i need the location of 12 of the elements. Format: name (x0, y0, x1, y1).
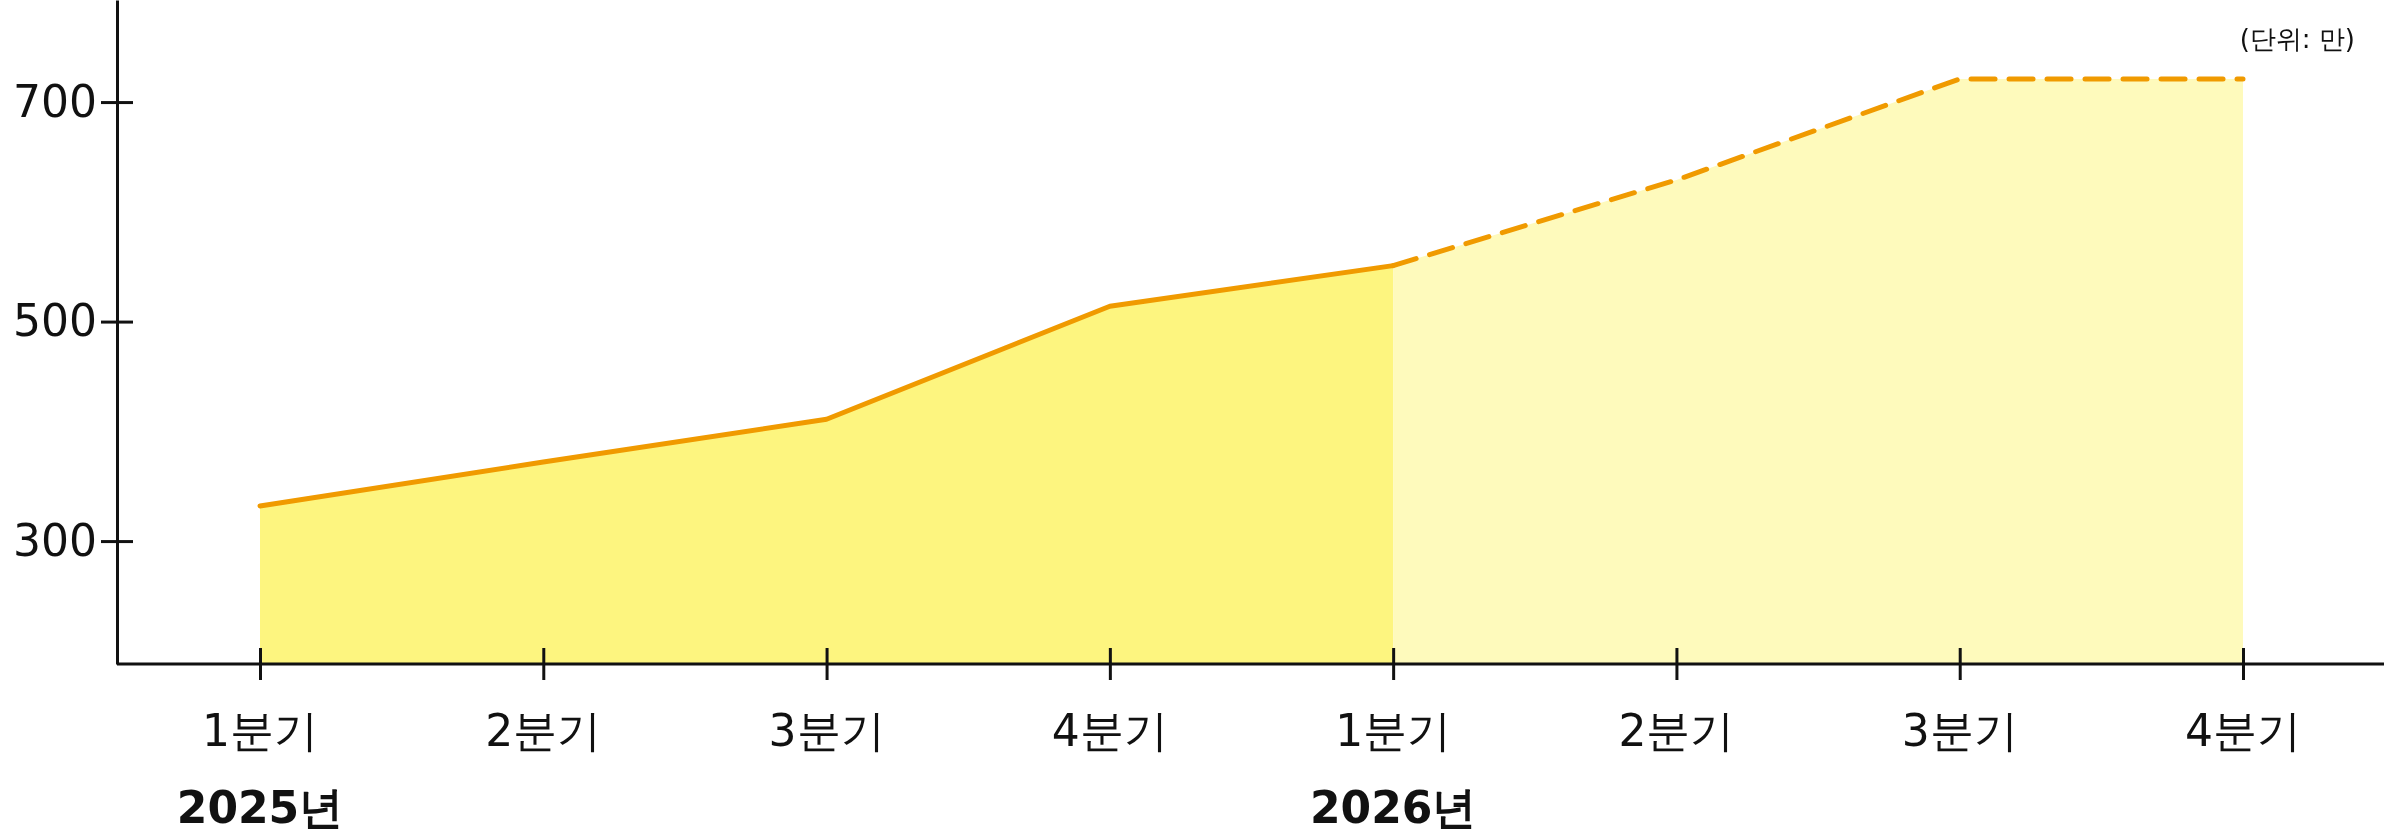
x-tick-label: 1분기 2026년 (1309, 705, 1477, 833)
x-tick-label: 4분기 (2185, 705, 2301, 756)
x-tick-label: 2분기 (485, 705, 602, 756)
x-tick-label: 4분기 (1051, 705, 1168, 756)
y-tick-label: 500 (13, 295, 97, 347)
y-tick-label: 700 (13, 75, 97, 127)
y-tick-label: 300 (13, 514, 97, 566)
x-tick-label: 2분기 (1618, 705, 1735, 756)
x-tick-label: 3분기 (768, 705, 885, 756)
x-tick-label: 3분기 (1901, 705, 2018, 756)
annotation: (단위: 만) (2239, 24, 2355, 54)
x-tick-label: 1분기 2025년 (176, 705, 344, 833)
